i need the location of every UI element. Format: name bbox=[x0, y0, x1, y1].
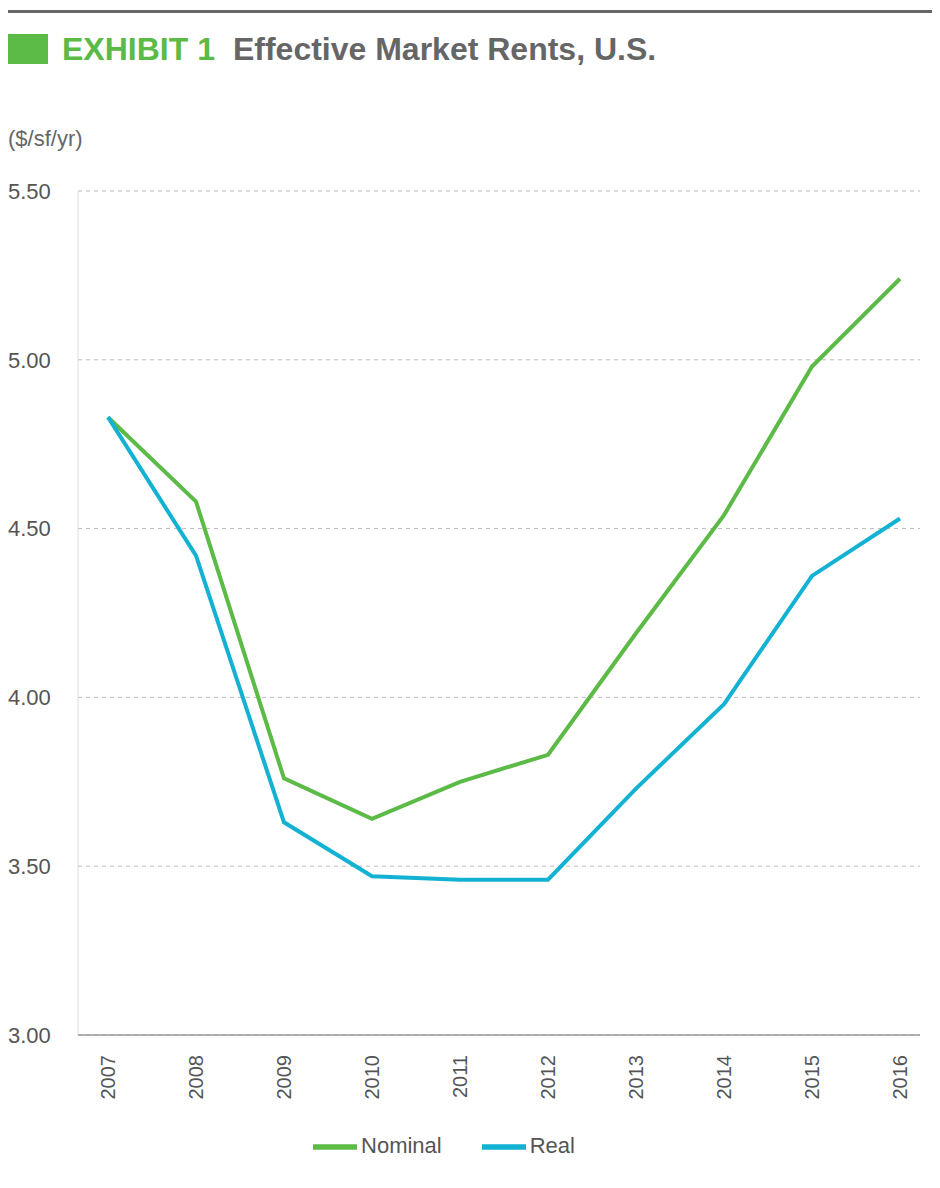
svg-text:2008: 2008 bbox=[185, 1055, 207, 1100]
svg-text:4.00: 4.00 bbox=[8, 685, 51, 710]
svg-text:2011: 2011 bbox=[449, 1055, 471, 1098]
svg-text:5.00: 5.00 bbox=[8, 348, 51, 373]
svg-text:2015: 2015 bbox=[801, 1055, 823, 1100]
svg-text:3.50: 3.50 bbox=[8, 854, 51, 879]
svg-text:2014: 2014 bbox=[713, 1055, 735, 1100]
svg-text:2016: 2016 bbox=[889, 1055, 911, 1100]
svg-text:2010: 2010 bbox=[361, 1055, 383, 1100]
html-text:EXHIBIT 1: EXHIBIT 1 bbox=[62, 30, 215, 67]
html-text:($/sf/yr): ($/sf/yr) bbox=[8, 126, 83, 151]
svg-text:2012: 2012 bbox=[537, 1055, 559, 1100]
svg-text:4.50: 4.50 bbox=[8, 516, 51, 541]
svg-text:3.00: 3.00 bbox=[8, 1023, 51, 1048]
html-text:Real: Real bbox=[529, 1132, 575, 1158]
html-text:Effective Market Rents, U.S.: Effective Market Rents, U.S. bbox=[232, 30, 657, 67]
svg-text:5.50: 5.50 bbox=[8, 179, 51, 204]
svg-text:2007: 2007 bbox=[97, 1055, 119, 1100]
svg-text:2009: 2009 bbox=[273, 1055, 295, 1100]
svg-text:2013: 2013 bbox=[625, 1055, 647, 1100]
html-text:Nominal: Nominal bbox=[361, 1132, 442, 1158]
